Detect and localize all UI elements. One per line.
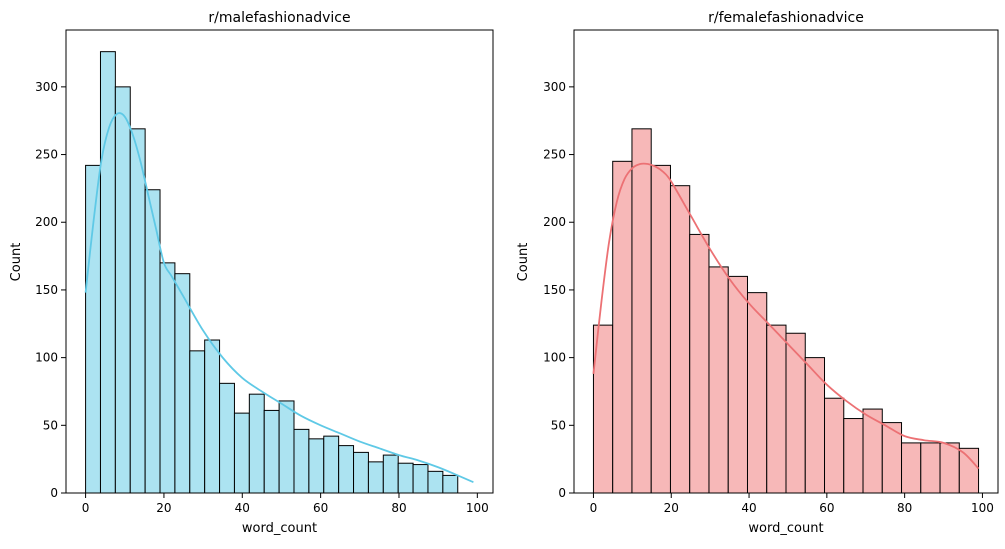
- histogram-bar: [397, 462, 414, 494]
- histogram-bar: [323, 435, 340, 494]
- y-axis-label: Count: [9, 243, 24, 282]
- histogram-bar: [746, 292, 768, 494]
- histogram-bar: [689, 233, 710, 494]
- histogram-bar: [367, 461, 384, 494]
- histogram-bar: [293, 428, 310, 494]
- x-tick-label: 100: [466, 501, 489, 515]
- x-tick-label: 20: [664, 501, 679, 515]
- histogram-bar: [338, 445, 355, 494]
- kde-curve: [84, 112, 474, 483]
- histogram-bar: [766, 324, 787, 494]
- x-tick-label: 20: [156, 501, 171, 515]
- x-axis-label: word_count: [748, 521, 823, 536]
- histogram-bar: [204, 339, 221, 494]
- plot-frame: [573, 29, 999, 494]
- x-tick-label: 0: [82, 501, 90, 515]
- x-tick-label: 40: [235, 501, 250, 515]
- histogram-bars: [592, 128, 980, 494]
- histogram-bar: [129, 128, 146, 494]
- x-tick-label: 100: [971, 501, 994, 515]
- histogram-bars: [85, 51, 459, 494]
- histogram-bar: [804, 357, 826, 494]
- y-tick-label: 250: [543, 148, 566, 162]
- y-tick-label: 50: [43, 418, 58, 432]
- panel-female: r/femalefashionadvice 0 20 40 60 80 100 0 50 10…: [516, 10, 999, 536]
- histogram-bar: [85, 164, 101, 494]
- y-ticks: 0 50 100 150 200 250 300: [35, 80, 66, 500]
- y-tick-label: 150: [35, 283, 58, 297]
- histogram-bar: [631, 128, 652, 494]
- histogram-bar: [114, 86, 131, 494]
- histogram-bar: [263, 409, 280, 494]
- y-tick-label: 100: [35, 351, 58, 365]
- y-tick-label: 0: [50, 486, 58, 500]
- y-tick-label: 300: [543, 80, 566, 94]
- histogram-bar: [353, 451, 369, 494]
- histogram-bar: [727, 275, 748, 494]
- chart-title: r/malefashionadvice: [208, 10, 350, 26]
- histogram-bar: [920, 442, 941, 494]
- histogram-bar: [412, 464, 429, 494]
- histogram-bar: [958, 447, 980, 494]
- histogram-bar: [708, 266, 729, 494]
- plot-frame: [65, 29, 494, 494]
- x-tick-label: 60: [313, 501, 328, 515]
- histogram-bar: [278, 400, 295, 494]
- histogram-bar: [308, 438, 325, 494]
- histogram-bar: [824, 397, 845, 494]
- chart-title: r/femalefashionadvice: [708, 10, 864, 26]
- histogram-bar: [174, 273, 191, 494]
- x-ticks: 0 20 40 60 80 100: [590, 493, 994, 515]
- y-tick-label: 150: [543, 283, 566, 297]
- histogram-bar: [843, 418, 864, 494]
- histogram-bar: [650, 164, 671, 494]
- histogram-bar: [669, 185, 691, 494]
- y-tick-label: 100: [543, 351, 566, 365]
- histogram-bar: [233, 412, 250, 494]
- histogram-bar: [939, 442, 960, 494]
- x-tick-label: 80: [897, 501, 912, 515]
- histogram-bar: [785, 332, 806, 494]
- histogram-bar: [427, 470, 444, 494]
- y-tick-label: 50: [551, 418, 566, 432]
- y-axis-label: Count: [516, 243, 531, 282]
- x-ticks: 0 20 40 60 80 100: [82, 493, 489, 515]
- y-tick-label: 250: [35, 148, 58, 162]
- y-tick-label: 200: [543, 215, 566, 229]
- histogram-bar: [219, 382, 235, 494]
- x-tick-label: 0: [590, 501, 598, 515]
- x-axis-label: word_count: [242, 521, 317, 536]
- y-ticks: 0 50 100 150 200 250 300: [543, 80, 574, 500]
- histogram-bar: [248, 393, 265, 494]
- y-tick-label: 300: [35, 80, 58, 94]
- kde-curve: [592, 162, 980, 470]
- x-tick-label: 60: [819, 501, 834, 515]
- histogram-bar: [901, 442, 922, 494]
- panel-male: r/malefashionadvice 0 20 40 60 80 100 0 50 100 1…: [9, 10, 494, 536]
- histogram-bar: [189, 350, 206, 494]
- x-tick-label: 80: [391, 501, 406, 515]
- y-tick-label: 200: [35, 215, 58, 229]
- x-tick-label: 40: [741, 501, 756, 515]
- y-tick-label: 0: [558, 486, 566, 500]
- histogram-bar: [159, 262, 176, 494]
- histogram-bar: [442, 474, 459, 494]
- histogram-bar: [382, 454, 399, 494]
